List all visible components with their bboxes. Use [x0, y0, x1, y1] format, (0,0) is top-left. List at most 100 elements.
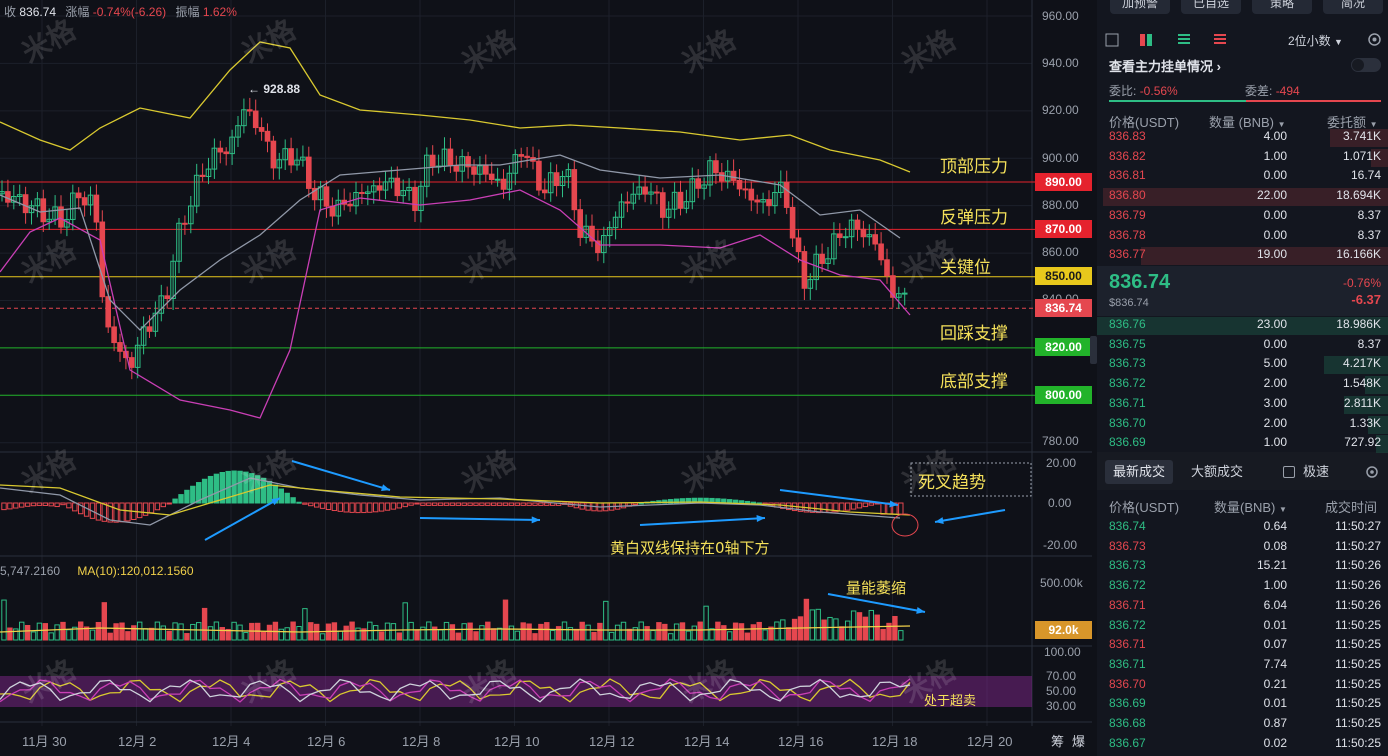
order-row[interactable]: 836.77 19.00 16.166K [1097, 247, 1388, 267]
close-label: 收 [4, 5, 17, 19]
volume-bar [48, 632, 54, 641]
volume-bar [36, 622, 43, 641]
macd-histogram-bar [231, 470, 237, 504]
macd-histogram-bar [201, 478, 208, 504]
order-row[interactable]: 836.73 15.21 11:50:26 [1097, 558, 1388, 578]
candle-body [742, 188, 749, 191]
x-axis-label: 11月 30 [22, 734, 67, 749]
candle-body [406, 186, 412, 192]
order-row[interactable]: 836.67 0.02 11:50:25 [1097, 736, 1388, 756]
order-row[interactable]: 836.75 0.00 8.37 [1097, 337, 1388, 357]
kline-chart-svg[interactable] [0, 0, 1092, 756]
order-row[interactable]: 836.68 0.87 11:50:25 [1097, 716, 1388, 736]
watchlist-button[interactable]: 已自选 [1181, 0, 1241, 14]
order-row[interactable]: 836.78 0.00 8.37 [1097, 228, 1388, 248]
order-row[interactable]: 836.81 0.00 16.74 [1097, 168, 1388, 188]
annotation-arrowhead [916, 607, 925, 614]
toggle-knob [1352, 59, 1364, 71]
book-asks-icon[interactable] [1213, 33, 1227, 47]
order-row[interactable]: 836.76 23.00 18.986K [1097, 317, 1388, 337]
row-qty: 0.00 [1263, 227, 1287, 242]
kline-chart-area[interactable]: 收 836.74 涨幅 -0.74%(-6.26) 振幅 1.62% 960.0… [0, 0, 1092, 756]
order-row[interactable]: 836.72 0.01 11:50:25 [1097, 618, 1388, 638]
macd-histogram-bar [178, 494, 184, 504]
candle-body [241, 109, 247, 127]
order-row[interactable]: 836.70 0.21 11:50:25 [1097, 677, 1388, 697]
order-row[interactable]: 836.70 2.00 1.33K [1097, 415, 1388, 436]
order-row[interactable]: 836.71 6.04 11:50:26 [1097, 598, 1388, 618]
annotation-pullback-support: 回踩支撑 [940, 324, 1008, 344]
macd-histogram-bar [207, 475, 214, 504]
macd-histogram-bar [526, 502, 532, 506]
order-row[interactable]: 836.72 2.00 1.548K [1097, 376, 1388, 396]
volume-bar [839, 626, 845, 641]
order-row[interactable]: 836.73 0.08 11:50:27 [1097, 539, 1388, 559]
panel-resize-handle[interactable] [1090, 336, 1097, 364]
macd-histogram-bar [485, 502, 491, 506]
volume-bar [148, 627, 155, 641]
row-time: 11:50:25 [1335, 617, 1381, 632]
depth-bar [1324, 356, 1388, 375]
liquidation-button[interactable]: 爆 [1072, 734, 1086, 749]
macd-histogram-bar [426, 502, 432, 506]
order-row[interactable]: 836.71 7.74 11:50:25 [1097, 657, 1388, 677]
book-split-icon[interactable] [1139, 33, 1153, 47]
view-main-orders-link[interactable]: 查看主力挂单情况 › [1109, 59, 1221, 74]
volume-bar [555, 626, 562, 641]
volume-bar [550, 630, 556, 641]
volume-bar [703, 605, 709, 641]
book-header-qty[interactable]: 数量 (BNB) ▼ [1209, 112, 1286, 131]
order-row[interactable]: 836.73 5.00 4.217K [1097, 356, 1388, 376]
bollinger-lower-line [0, 189, 911, 419]
book-header-qty-label: 数量 (BNB) [1209, 115, 1275, 130]
order-row[interactable]: 836.82 1.00 1.071K [1097, 148, 1388, 169]
candle-body [170, 260, 176, 300]
candle-body [388, 177, 395, 183]
precision-select[interactable]: 2位小数 ▼ [1288, 32, 1343, 49]
volume-bar [591, 631, 597, 641]
order-row[interactable]: 836.71 0.07 11:50:25 [1097, 637, 1388, 657]
macd-histogram-bar [1, 502, 7, 511]
candle-body [158, 295, 165, 314]
candle-body [111, 326, 117, 344]
tab-latest-trades[interactable]: 最新成交 [1105, 460, 1174, 484]
main-orders-toggle[interactable] [1351, 58, 1381, 72]
candle-body [424, 154, 430, 187]
candle-body [359, 192, 365, 195]
current-price-tag: 836.74 [1035, 299, 1092, 317]
book-both-icon[interactable] [1105, 33, 1119, 47]
candle-body [642, 186, 648, 195]
order-row[interactable]: 836.72 1.00 11:50:26 [1097, 578, 1388, 598]
book-header-total[interactable]: 委托额 ▼ [1327, 112, 1378, 131]
volume-bar [845, 620, 851, 641]
volume-bar [727, 631, 733, 641]
order-row[interactable]: 836.74 0.64 11:50:27 [1097, 519, 1388, 539]
strategy-button[interactable]: 策略 [1252, 0, 1312, 14]
order-row[interactable]: 836.69 0.01 11:50:25 [1097, 696, 1388, 716]
volume-bar [774, 621, 780, 641]
chip-distribution-button[interactable]: 筹 [1051, 734, 1065, 749]
order-row[interactable]: 836.83 4.00 3.741K [1097, 129, 1388, 149]
order-row[interactable]: 836.69 1.00 727.92 [1097, 435, 1388, 455]
order-row[interactable]: 836.71 3.00 2.811K [1097, 395, 1388, 416]
overview-button[interactable]: 简况 [1323, 0, 1383, 14]
settings-icon[interactable] [1367, 32, 1382, 47]
tab-large-trades[interactable]: 大额成交 [1191, 464, 1244, 479]
row-qty: 2.00 [1263, 415, 1287, 430]
order-row[interactable]: 836.80 22.00 18.694K [1097, 188, 1388, 208]
row-qty: 0.00 [1263, 168, 1287, 183]
rsi-axis-label: 50.00 [1046, 684, 1077, 698]
macd-histogram-bar [125, 502, 131, 522]
fast-mode-checkbox[interactable] [1283, 466, 1295, 478]
volume-bar [201, 607, 208, 641]
volume-bar [78, 621, 84, 641]
volume-bar [408, 621, 414, 641]
annotation-arrowhead [531, 516, 540, 524]
book-bids-icon[interactable] [1177, 33, 1191, 47]
settings-icon[interactable] [1365, 465, 1379, 479]
volume-bar [7, 627, 13, 641]
order-row[interactable]: 836.79 0.00 8.37 [1097, 208, 1388, 228]
row-total: 1.548K [1342, 376, 1381, 391]
add-alert-button[interactable]: 加预警 [1110, 0, 1170, 14]
trades-header-qty[interactable]: 数量(BNB) ▼ [1214, 497, 1287, 516]
